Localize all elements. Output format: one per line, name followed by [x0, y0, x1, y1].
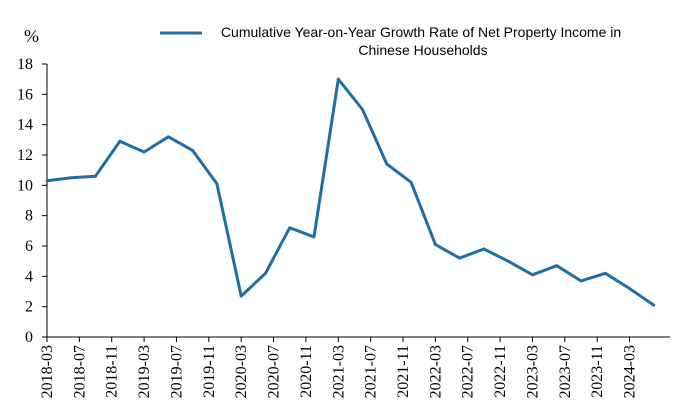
- data-point: [312, 235, 316, 239]
- series-line: [46, 77, 655, 307]
- data-point: [215, 182, 219, 186]
- data-point: [555, 264, 559, 268]
- x-tick-label: 2023-03: [524, 345, 541, 398]
- x-tick-label: 2018-07: [71, 345, 88, 398]
- y-tick-label: 12: [17, 147, 33, 164]
- x-tick-label: 2022-07: [460, 345, 477, 398]
- x-axis: 2018-03 2018-07 2018-11 2019-03 2019-07 2019-…: [39, 336, 670, 398]
- data-point: [385, 162, 389, 166]
- data-point: [239, 294, 243, 298]
- data-point: [458, 256, 461, 260]
- data-point: [482, 247, 486, 251]
- x-tick-label: 2019-07: [168, 345, 185, 398]
- data-point: [531, 273, 534, 277]
- x-tick-label: 2021-03: [330, 345, 347, 398]
- x-tick-label: 2020-07: [266, 345, 283, 398]
- data-point: [409, 180, 413, 184]
- data-point: [45, 179, 49, 183]
- x-tick-label: 2023-07: [557, 345, 574, 398]
- x-tick-label: 2021-11: [395, 345, 412, 398]
- series-layer: [45, 77, 656, 307]
- x-tick-label: 2019-03: [136, 345, 153, 398]
- legend: Cumulative Year-on-Year Growth Rate of N…: [160, 24, 625, 58]
- data-point: [69, 176, 73, 180]
- data-point: [579, 279, 583, 283]
- y-tick-label: 2: [25, 299, 33, 316]
- data-point: [142, 150, 146, 154]
- data-point: [118, 139, 122, 143]
- data-point: [506, 259, 510, 263]
- data-point: [336, 77, 340, 81]
- data-point: [94, 174, 97, 178]
- y-tick-label: 10: [17, 177, 33, 194]
- data-point: [652, 303, 656, 307]
- x-tick-label: 2022-03: [427, 345, 444, 398]
- data-point: [603, 271, 607, 275]
- y-tick-label: 0: [25, 329, 33, 346]
- x-tick-label: 2019-11: [201, 345, 218, 398]
- data-point: [361, 108, 364, 111]
- data-point: [288, 226, 292, 230]
- x-tick-label: 2023-11: [589, 345, 606, 398]
- x-tick-label: 2020-11: [298, 345, 315, 398]
- y-axis: 0 2 4 6 8 10 12 14 16 18: [17, 56, 48, 346]
- data-point: [264, 271, 267, 275]
- data-point: [434, 243, 437, 246]
- x-tick-label: 2020-03: [233, 345, 250, 398]
- x-tick-label: 2022-11: [492, 345, 509, 398]
- data-point: [191, 149, 195, 152]
- y-tick-label: 18: [17, 56, 33, 73]
- x-tick-label: 2018-11: [104, 345, 121, 398]
- data-point: [628, 287, 631, 290]
- data-point: [167, 135, 170, 139]
- y-tick-label: 4: [25, 268, 33, 285]
- x-tick-label: 2018-03: [39, 345, 56, 398]
- legend-label: Cumulative Year-on-Year Growth Rate of N…: [221, 24, 625, 58]
- x-tick-label: 2021-07: [363, 345, 380, 398]
- y-tick-label: 14: [17, 117, 33, 134]
- y-tick-label: 16: [17, 86, 33, 103]
- y-tick-label: 6: [25, 238, 33, 255]
- y-tick-label: 8: [25, 208, 33, 225]
- y-unit-label: %: [24, 26, 39, 46]
- x-tick-label: 2024-03: [622, 345, 639, 398]
